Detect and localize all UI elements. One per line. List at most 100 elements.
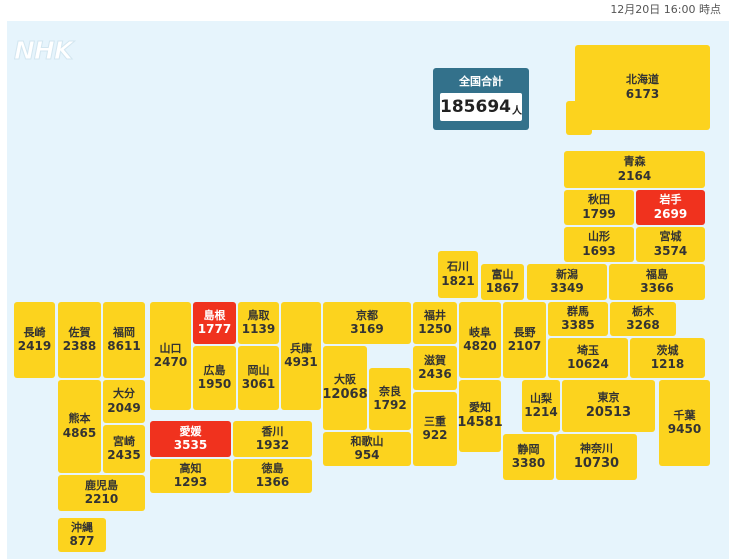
prefecture-yamanashi[interactable]: 山梨 1214: [522, 380, 560, 432]
prefecture-hiroshima[interactable]: 広島 1950: [193, 346, 236, 410]
prefecture-tokushima[interactable]: 徳島 1366: [233, 459, 312, 493]
prefecture-name: 石川: [447, 260, 469, 274]
prefecture-toyama[interactable]: 富山 1867: [481, 264, 524, 300]
prefecture-value: 877: [69, 534, 95, 549]
prefecture-name: 岡山: [247, 363, 270, 377]
prefecture-gunma[interactable]: 群馬 3385: [548, 302, 608, 336]
prefecture-kumamoto[interactable]: 熊本 4865: [58, 380, 101, 473]
prefecture-nagasaki[interactable]: 長崎 2419: [14, 302, 55, 378]
prefecture-value: 2699: [653, 206, 688, 221]
prefecture-value: 1777: [197, 322, 232, 337]
national-total-value-box: 185694 人: [440, 93, 522, 121]
prefecture-value: 1366: [255, 475, 290, 490]
prefecture-saga[interactable]: 佐賀 2388: [58, 302, 101, 378]
prefecture-kyoto[interactable]: 京都 3169: [323, 302, 411, 344]
nhk-logo: NHK: [13, 36, 73, 66]
prefecture-shimane[interactable]: 島根 1777: [193, 302, 236, 344]
prefecture-miyazaki[interactable]: 宮崎 2435: [103, 425, 145, 473]
prefecture-value: 3268: [626, 318, 660, 333]
prefecture-name: 茨城: [656, 343, 679, 357]
prefecture-wakayama[interactable]: 和歌山 954: [323, 432, 411, 466]
prefecture-saitama[interactable]: 埼玉 10624: [548, 338, 628, 378]
prefecture-name: 和歌山: [350, 434, 384, 448]
prefecture-fukushima[interactable]: 福島 3366: [609, 264, 705, 300]
prefecture-ibaraki[interactable]: 茨城 1218: [630, 338, 705, 378]
prefecture-name: 大阪: [334, 373, 356, 386]
prefecture-chiba[interactable]: 千葉 9450: [659, 380, 710, 466]
prefecture-value: 10624: [567, 357, 609, 372]
prefecture-name: 群馬: [567, 304, 589, 318]
prefecture-mie[interactable]: 三重 922: [413, 392, 457, 466]
prefecture-value: 1932: [255, 438, 290, 453]
prefecture-nagano[interactable]: 長野 2107: [503, 302, 546, 378]
prefecture-nara[interactable]: 奈良 1792: [369, 368, 411, 430]
prefecture-name: 山口: [159, 341, 182, 355]
prefecture-aomori[interactable]: 青森 2164: [564, 151, 705, 188]
prefecture-name: 徳島: [261, 461, 284, 475]
prefecture-tokyo[interactable]: 東京 20513: [562, 380, 655, 432]
prefecture-kagawa[interactable]: 香川 1932: [233, 421, 312, 457]
prefecture-value: 20513: [585, 404, 632, 420]
prefecture-name: 埼玉: [577, 343, 599, 357]
prefecture-value: 9450: [667, 422, 702, 437]
prefecture-gifu[interactable]: 岐阜 4820: [459, 302, 501, 378]
prefecture-value: 1250: [418, 322, 452, 337]
national-total-unit: 人: [511, 106, 522, 117]
prefecture-value: 6173: [625, 86, 660, 101]
prefecture-okinawa[interactable]: 沖縄 877: [58, 518, 106, 552]
prefecture-name: 高知: [179, 461, 202, 475]
prefecture-iwate[interactable]: 岩手 2699: [636, 190, 705, 225]
prefecture-name: 岐阜: [469, 325, 491, 339]
prefecture-value: 8611: [107, 339, 141, 354]
prefecture-name: 広島: [203, 363, 226, 377]
prefecture-hokkaido[interactable]: 北海道 6173: [575, 45, 710, 130]
prefecture-shizuoka[interactable]: 静岡 3380: [503, 434, 554, 480]
prefecture-name: 新潟: [556, 267, 578, 281]
national-total-value: 185694: [440, 97, 511, 117]
prefecture-value: 3366: [640, 281, 674, 296]
prefecture-value: 3380: [511, 456, 546, 471]
prefecture-name: 栃木: [632, 304, 654, 318]
prefecture-value: 4931: [284, 355, 318, 370]
prefecture-value: 2419: [17, 339, 52, 354]
prefecture-ishikawa[interactable]: 石川 1821: [438, 251, 478, 298]
prefecture-value: 1218: [650, 357, 685, 372]
prefecture-name: 長野: [513, 325, 536, 339]
prefecture-value: 1792: [373, 398, 407, 413]
prefecture-name: 佐賀: [68, 325, 91, 339]
prefecture-aichi[interactable]: 愛知 14581: [457, 380, 503, 452]
prefecture-ehime[interactable]: 愛媛 3535: [150, 421, 231, 457]
prefecture-name: 香川: [261, 424, 284, 438]
prefecture-tochigi[interactable]: 栃木 3268: [610, 302, 676, 336]
prefecture-yamagata[interactable]: 山形 1693: [564, 227, 634, 262]
prefecture-fukuoka[interactable]: 福岡 8611: [103, 302, 145, 378]
prefecture-oita[interactable]: 大分 2049: [103, 380, 145, 423]
prefecture-miyagi[interactable]: 宮城 3574: [636, 227, 705, 262]
prefecture-name: 宮崎: [113, 434, 135, 448]
prefecture-name: 愛知: [469, 401, 491, 414]
prefecture-fukui[interactable]: 福井 1250: [413, 302, 457, 344]
prefecture-name: 滋賀: [424, 353, 446, 367]
prefecture-kagoshima[interactable]: 鹿児島 2210: [58, 475, 145, 511]
prefecture-kochi[interactable]: 高知 1293: [150, 459, 231, 493]
prefecture-yamaguchi[interactable]: 山口 2470: [150, 302, 191, 410]
prefecture-value: 2470: [153, 355, 188, 370]
prefecture-tottori[interactable]: 鳥取 1139: [238, 302, 279, 344]
prefecture-name: 京都: [356, 308, 378, 322]
prefecture-value: 3169: [350, 322, 384, 337]
prefecture-osaka[interactable]: 大阪 12068: [322, 346, 368, 430]
prefecture-hyogo[interactable]: 兵庫 4931: [281, 302, 321, 410]
prefecture-shiga[interactable]: 滋賀 2436: [413, 346, 457, 390]
prefecture-okayama[interactable]: 岡山 3061: [238, 346, 279, 410]
prefecture-value: 3385: [561, 318, 595, 333]
prefecture-value: 2049: [107, 400, 141, 415]
prefecture-niigata[interactable]: 新潟 3349: [527, 264, 607, 300]
prefecture-name: 島根: [203, 308, 226, 322]
prefecture-kanagawa[interactable]: 神奈川 10730: [556, 434, 637, 480]
prefecture-name: 三重: [424, 414, 446, 428]
prefecture-value: 922: [422, 428, 448, 443]
prefecture-value: 1799: [582, 206, 616, 221]
prefecture-akita[interactable]: 秋田 1799: [564, 190, 634, 225]
prefecture-name: 宮城: [659, 230, 682, 244]
prefecture-value: 1139: [241, 322, 276, 337]
